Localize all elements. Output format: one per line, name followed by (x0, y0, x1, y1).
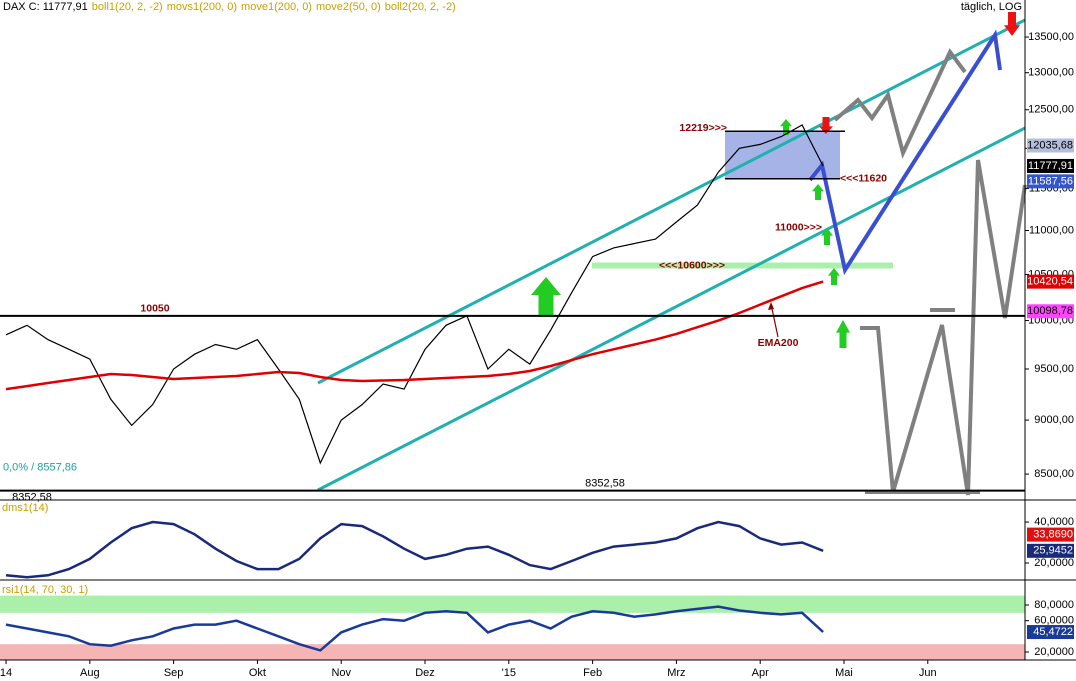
series-line (5, 124, 824, 465)
x-tick-label: Aug (80, 667, 100, 679)
trend-channel-upper (317, 18, 1026, 385)
signal-arrow-up (812, 184, 824, 200)
series-line (5, 520, 824, 579)
indicator-label: boll1(20, 2, -2) (92, 1, 163, 13)
value-box (1027, 158, 1074, 173)
indicator-label: move1(200, 0) (241, 1, 312, 13)
value-box (1027, 527, 1074, 542)
value-box-label: 10098,78 (1027, 305, 1073, 317)
level-label: 10050 (140, 303, 169, 315)
level-band (592, 262, 893, 269)
band (0, 644, 1025, 660)
projection-path (808, 29, 1002, 276)
band (0, 595, 1025, 613)
series-line (5, 605, 824, 652)
annotation-arrow (770, 303, 779, 338)
y-tick-label: 9500,00 (1034, 363, 1074, 375)
value-box-label: 10420,54 (1027, 276, 1073, 288)
x-tick-label: Feb (583, 667, 602, 679)
x-tick-label: Mrz (667, 667, 685, 679)
panel-title: dms1(14) (2, 502, 48, 514)
range-box (725, 131, 840, 179)
signal-arrow-up (828, 268, 840, 285)
panel-title: rsi1(14, 70, 30, 1) (2, 584, 88, 596)
y-tick-label: 20,0000 (1034, 557, 1074, 569)
value-box (1027, 138, 1074, 153)
indicator-label: boll2(20, 2, -2) (385, 1, 456, 13)
value-box-label: 25,9452 (1033, 545, 1073, 557)
x-tick-label: Nov (331, 667, 351, 679)
value-box-label: 45,4722 (1033, 626, 1073, 638)
y-tick-label: 8500,00 (1034, 468, 1074, 480)
y-tick-label: 9000,00 (1034, 414, 1074, 426)
indicator-label: movs1(200, 0) (167, 1, 237, 13)
value-box-label: 12035,68 (1027, 139, 1073, 151)
level-label: 12219>>> (679, 122, 727, 134)
value-box-label: 11777,91 (1028, 160, 1073, 172)
scenario-path (860, 159, 1027, 496)
series-line (5, 280, 824, 391)
header-title: DAX C: 11777,91 (3, 1, 88, 13)
value-box (1027, 174, 1074, 189)
signal-arrow-down (1004, 12, 1020, 36)
trend-channel-lower (317, 126, 1026, 492)
level-label: <<<11620 (840, 172, 887, 184)
y-tick-label: 40,0000 (1034, 516, 1074, 528)
y-tick-label: 12500,00 (1028, 104, 1074, 116)
value-box (1027, 625, 1074, 640)
annotation: EMA200 (758, 337, 799, 349)
value-box (1027, 274, 1074, 289)
y-tick-label: 11000,00 (1029, 224, 1074, 236)
y-tick-label: 13000,00 (1028, 67, 1074, 79)
background (0, 131, 1025, 660)
level-label: 11000>>> (775, 221, 822, 233)
level-label: 0,0% / 8557,86 (3, 462, 77, 474)
level-label: <<<10600>>> (659, 259, 725, 271)
annotation-arrow-head (768, 302, 774, 310)
x-tick-label: Okt (249, 667, 266, 679)
y-tick-label: 13500,00 (1028, 31, 1074, 43)
value-box-label: 11587,56 (1028, 175, 1073, 187)
value-box (1027, 543, 1074, 558)
signal-arrow-up (821, 228, 833, 245)
level-label: 8352,58 (12, 492, 52, 504)
y-tick-label: 20,0000 (1034, 646, 1074, 658)
y-tick-label: 80,0000 (1034, 599, 1074, 611)
x-tick-label: '15 (502, 667, 516, 679)
value-box (1027, 304, 1074, 319)
drawings (317, 12, 1027, 496)
x-tick-label: Dez (415, 667, 435, 679)
value-box-label: 33,8690 (1033, 529, 1073, 541)
indicator-label: move2(50, 0) (316, 1, 381, 13)
scenario-path (833, 48, 967, 159)
x-tick-label: Apr (752, 667, 769, 679)
signal-arrow-up (531, 277, 561, 317)
y-tick-label: 60,0000 (1034, 615, 1074, 627)
x-tick-label: 14 (0, 667, 12, 679)
x-tick-label: Mai (835, 667, 853, 679)
x-tick-label: Sep (164, 667, 184, 679)
signal-arrow-up (836, 320, 850, 348)
x-tick-label: Jun (919, 667, 937, 679)
scale-note: täglich, LOG (961, 1, 1022, 13)
signal-arrow-down (819, 117, 833, 134)
level-label: 8352,58 (585, 478, 625, 490)
